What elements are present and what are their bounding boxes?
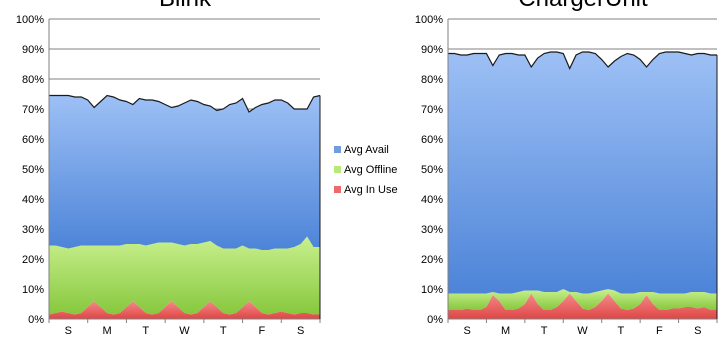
axes — [48, 19, 321, 323]
legend-swatch-avail — [334, 146, 341, 153]
y-axis-ticks: 0% 10% 20% 30% 40% 50% 60% 70% 80% 90% 1… — [415, 14, 443, 326]
x-tick-label: F — [656, 325, 663, 337]
y-tick-label: 10% — [22, 284, 44, 296]
x-tick-label: S — [694, 325, 701, 337]
y-tick-label: 10% — [421, 284, 443, 296]
y-tick-label: 20% — [22, 254, 44, 266]
area-avail — [448, 52, 717, 294]
area-avail — [49, 95, 320, 250]
area-inuse — [49, 301, 320, 319]
y-tick-label: 60% — [421, 134, 443, 146]
legend-swatch-offline — [334, 166, 341, 173]
y-tick-label: 30% — [421, 224, 443, 236]
legend-label-avail: Avg Avail — [344, 144, 389, 156]
chart-title: Blink — [159, 0, 212, 12]
x-tick-label: T — [220, 325, 227, 337]
y-tick-label: 100% — [415, 14, 443, 26]
x-axis-categories: S M T W T F S — [65, 325, 305, 337]
x-axis-categories: S M T W T F S — [464, 325, 702, 337]
legend: Avg Avail Avg Offline Avg In Use — [334, 144, 398, 196]
y-tick-label: 0% — [427, 314, 443, 326]
chart-blink: Blink 0% 10% 20% 30% 40% 50% 60% 70% 80%… — [16, 0, 321, 337]
area-avail-top-edge — [448, 51, 717, 70]
x-tick-label: M — [102, 325, 111, 337]
y-tick-label: 40% — [22, 194, 44, 206]
y-tick-label: 40% — [421, 194, 443, 206]
y-tick-label: 70% — [421, 104, 443, 116]
area-inuse — [448, 293, 717, 319]
y-tick-label: 90% — [22, 44, 44, 56]
x-tick-label: W — [577, 325, 588, 337]
legend-label-offline: Avg Offline — [344, 164, 397, 176]
x-tick-label: T — [541, 325, 548, 337]
x-tick-label: S — [297, 325, 304, 337]
y-axis-ticks: 0% 10% 20% 30% 40% 50% 60% 70% 80% 90% 1… — [16, 14, 44, 326]
chart-title: ChargerUnit — [518, 0, 648, 12]
plot-areas — [448, 51, 717, 319]
x-tick-label: T — [618, 325, 625, 337]
x-tick-label: F — [259, 325, 266, 337]
legend-swatch-inuse — [334, 186, 341, 193]
y-tick-label: 100% — [16, 14, 44, 26]
x-tick-label: T — [142, 325, 149, 337]
x-tick-label: S — [65, 325, 72, 337]
y-tick-label: 0% — [28, 314, 44, 326]
x-tick-label: M — [501, 325, 510, 337]
legend-label-inuse: Avg In Use — [344, 184, 398, 196]
y-tick-label: 50% — [421, 164, 443, 176]
y-tick-label: 30% — [22, 224, 44, 236]
chart-chargerunit: ChargerUnit 0% 10% 20% 30% 40% 50% 60% 7… — [415, 0, 718, 337]
y-tick-label: 60% — [22, 134, 44, 146]
x-tick-label: W — [179, 325, 190, 337]
y-tick-label: 80% — [22, 74, 44, 86]
area-offline — [448, 289, 717, 310]
axes — [447, 19, 718, 323]
y-tick-label: 50% — [22, 164, 44, 176]
y-tick-label: 70% — [22, 104, 44, 116]
y-tick-label: 20% — [421, 254, 443, 266]
plot-areas — [49, 94, 321, 319]
y-tick-label: 90% — [421, 44, 443, 56]
x-tick-label: S — [464, 325, 471, 337]
area-avail-top-edge — [49, 94, 321, 113]
y-tick-label: 80% — [421, 74, 443, 86]
area-offline — [49, 236, 320, 315]
